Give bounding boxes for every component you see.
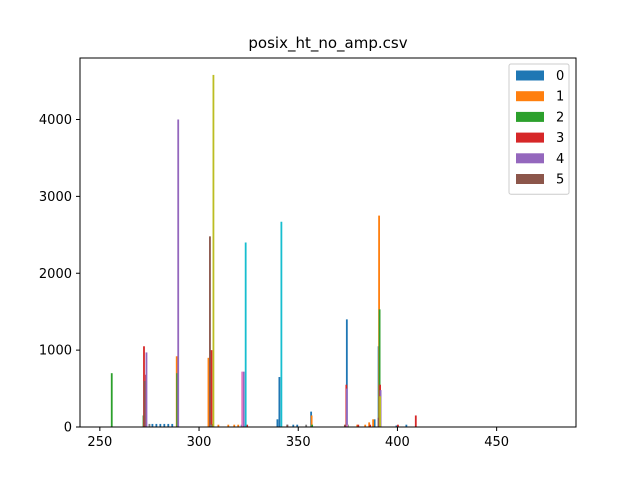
bar-series-extra9-1	[280, 221, 283, 427]
bar-series-1-1	[207, 357, 210, 427]
bar-series-5-1	[209, 236, 211, 427]
bar-series-4-1	[177, 119, 180, 427]
x-tick-label: 450	[484, 435, 509, 450]
bar-series-0-14	[345, 319, 348, 427]
bar-series-2-0	[110, 373, 113, 427]
legend-label-4: 4	[556, 152, 564, 167]
bar-series-extra7-0	[148, 423, 151, 427]
plot-frame	[79, 57, 577, 428]
bar-series-1-7	[356, 424, 359, 427]
bar-series-5-2	[286, 424, 289, 427]
bar-series-0-3	[163, 423, 166, 427]
bar-series-0-0	[151, 423, 154, 427]
chart-title: posix_ht_no_amp.csv	[248, 34, 407, 53]
bar-series-extra6-0	[241, 371, 244, 427]
bar-series-1-9	[368, 422, 371, 427]
y-tick-label: 2000	[39, 267, 72, 282]
legend-label-5: 5	[556, 173, 564, 188]
bar-series-0-5	[171, 423, 174, 427]
bar-series-extra7-1	[210, 424, 212, 427]
bar-series-0-15	[373, 419, 376, 427]
bar-series-5-4	[377, 417, 380, 427]
legend-swatch-2	[516, 111, 544, 122]
bar-series-3-9	[414, 415, 417, 427]
legend-label-2: 2	[556, 110, 564, 125]
bar-series-1-10	[372, 419, 375, 427]
bar-series-5-0	[143, 380, 146, 427]
bar-series-0-18	[405, 424, 408, 427]
bar-series-0-12	[296, 424, 299, 427]
bar-series-0-4	[167, 423, 170, 427]
bar-series-4-0	[145, 352, 148, 427]
y-tick-label: 0	[64, 421, 72, 436]
bar-series-extra6-1	[346, 424, 349, 427]
legend-swatch-5	[516, 174, 544, 184]
x-axis: 250 300 350 400 450	[87, 427, 509, 450]
bar-series-3-2	[210, 350, 213, 427]
bar-series-extra9-0	[244, 242, 247, 427]
bar-series-1-3	[227, 424, 230, 427]
bar-series-0-17	[395, 425, 398, 427]
bar-series-2-2	[176, 373, 179, 427]
bar-series-2-6	[378, 309, 381, 427]
x-tick-label: 350	[286, 435, 311, 450]
bar-series-0-9	[278, 377, 281, 427]
bar-series-1-8	[364, 424, 367, 427]
y-tick-label: 4000	[39, 113, 72, 128]
bar-series-3-3	[246, 424, 249, 427]
bar-series-1-6	[310, 415, 313, 427]
bar-series-3-5	[357, 424, 360, 427]
legend: 0 1 2 3 4 5	[508, 63, 570, 195]
bar-series-0-8	[276, 419, 279, 427]
x-tick-label: 400	[385, 435, 410, 450]
y-axis: 0 1000 2000 3000 4000	[39, 113, 80, 436]
bar-series-0-1	[155, 423, 158, 427]
bar-series-extra9-2	[244, 424, 247, 427]
bar-series-0-2	[159, 423, 162, 427]
bar-series-extra8-0	[212, 74, 215, 427]
bar-series-1-4	[233, 424, 236, 427]
bar-series-0-11	[292, 424, 295, 427]
bar-series-4-3	[345, 388, 348, 427]
legend-label-1: 1	[556, 90, 564, 105]
legend-swatch-4	[516, 153, 544, 164]
bar-series-1-2	[217, 424, 220, 427]
legend-swatch-1	[516, 91, 544, 102]
bar-series-extra7-2	[305, 424, 308, 427]
bar-series-3-6	[369, 424, 372, 427]
bar-series-3-8	[397, 424, 399, 427]
bar-series-4-2	[242, 371, 245, 427]
legend-label-0: 0	[556, 69, 564, 84]
y-tick-label: 1000	[39, 344, 72, 359]
bars-group	[110, 74, 417, 427]
bar-series-extra8-1	[379, 396, 381, 427]
y-tick-label: 3000	[39, 190, 72, 205]
legend-label-3: 3	[556, 131, 564, 146]
bar-series-1-5	[237, 424, 240, 427]
x-tick-label: 250	[87, 435, 112, 450]
legend-swatch-3	[516, 132, 544, 143]
x-tick-label: 300	[187, 435, 212, 450]
legend-swatch-0	[516, 70, 544, 81]
bar-series-5-3	[343, 424, 346, 427]
bar-series-2-4	[311, 424, 314, 427]
